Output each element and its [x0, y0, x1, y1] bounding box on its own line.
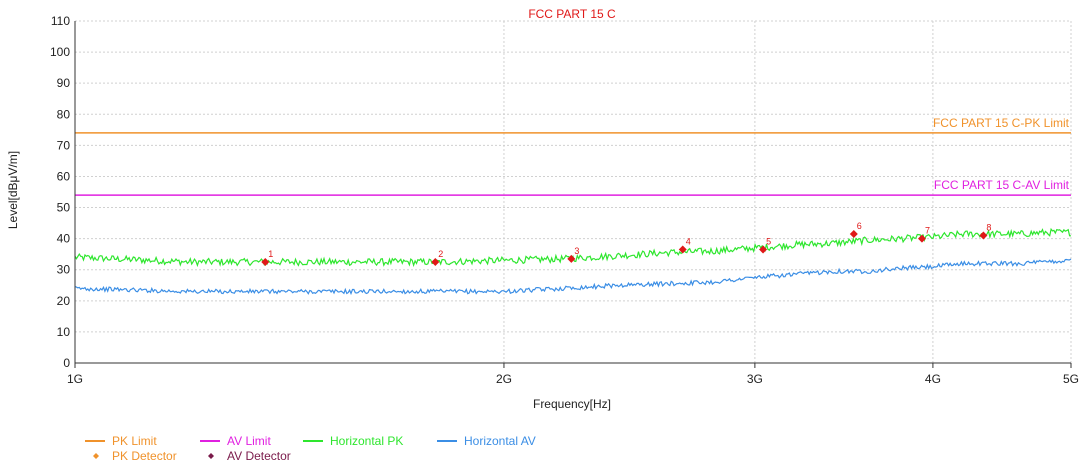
- detector-marker: [759, 245, 768, 254]
- y-tick-label: 50: [57, 201, 71, 215]
- series-line: [74, 258, 1072, 296]
- grid: [74, 20, 1072, 364]
- detector-markers: 1 2 3 4 5 6 7 8: [261, 221, 991, 266]
- y-tick-label: 30: [57, 263, 71, 277]
- y-tick-label: 70: [57, 138, 71, 152]
- marker-label: 4: [686, 237, 691, 247]
- detector-marker: [849, 229, 858, 238]
- detector-marker: [431, 257, 440, 266]
- marker-label: 7: [925, 226, 930, 236]
- legend-label: Horizontal AV: [464, 434, 536, 448]
- legend-swatch: [93, 453, 99, 459]
- marker-label: 8: [986, 223, 991, 233]
- x-tick-label: 2G: [496, 372, 512, 386]
- x-tick-label: 4G: [925, 372, 941, 386]
- x-tick-label: 5G: [1063, 372, 1079, 386]
- chart-title: FCC PART 15 C: [528, 7, 616, 21]
- detector-marker: [678, 245, 687, 254]
- detector-marker: [979, 231, 988, 240]
- legend-label: Horizontal PK: [330, 434, 403, 448]
- legend-label: PK Detector: [112, 449, 177, 463]
- y-tick-label: 60: [57, 169, 71, 183]
- legend-swatch: [208, 453, 214, 459]
- y-tick-label: 90: [57, 76, 71, 90]
- marker-label: 3: [574, 246, 579, 256]
- limit-lines: FCC PART 15 C-PK Limit FCC PART 15 C-AV L…: [75, 116, 1071, 196]
- legend-label: AV Limit: [227, 434, 271, 448]
- limit-label: FCC PART 15 C-AV Limit: [934, 178, 1070, 192]
- y-tick-label: 80: [57, 107, 71, 121]
- detector-marker: [917, 234, 926, 243]
- marker-label: 5: [766, 237, 771, 247]
- legend-label: PK Limit: [112, 434, 157, 448]
- y-tick-label: 110: [51, 14, 70, 28]
- y-tick-label: 0: [63, 356, 70, 370]
- y-tick-label: 20: [57, 294, 71, 308]
- y-tick-label: 100: [50, 45, 70, 59]
- y-axis-label: Level[dBμV/m]: [6, 151, 20, 229]
- detector-marker: [261, 257, 270, 266]
- marker-label: 1: [268, 249, 273, 259]
- limit-label: FCC PART 15 C-PK Limit: [933, 116, 1070, 130]
- y-tick-label: 40: [57, 232, 71, 246]
- marker-label: 2: [438, 249, 443, 259]
- legend: PK Limit AV Limit Horizontal PK Horizontal …: [85, 434, 536, 463]
- x-tick-label: 3G: [747, 372, 763, 386]
- marker-label: 6: [857, 221, 862, 231]
- x-axis-label: Frequency[Hz]: [533, 397, 611, 411]
- axes: 0 10 20 30 40 50 60 70 80 90 100 110 1G 2G 3G 4G 5G: [50, 14, 1079, 386]
- detector-marker: [567, 254, 576, 263]
- legend-label: AV Detector: [227, 449, 291, 463]
- x-tick-label: 1G: [67, 372, 83, 386]
- y-tick-label: 10: [57, 325, 71, 339]
